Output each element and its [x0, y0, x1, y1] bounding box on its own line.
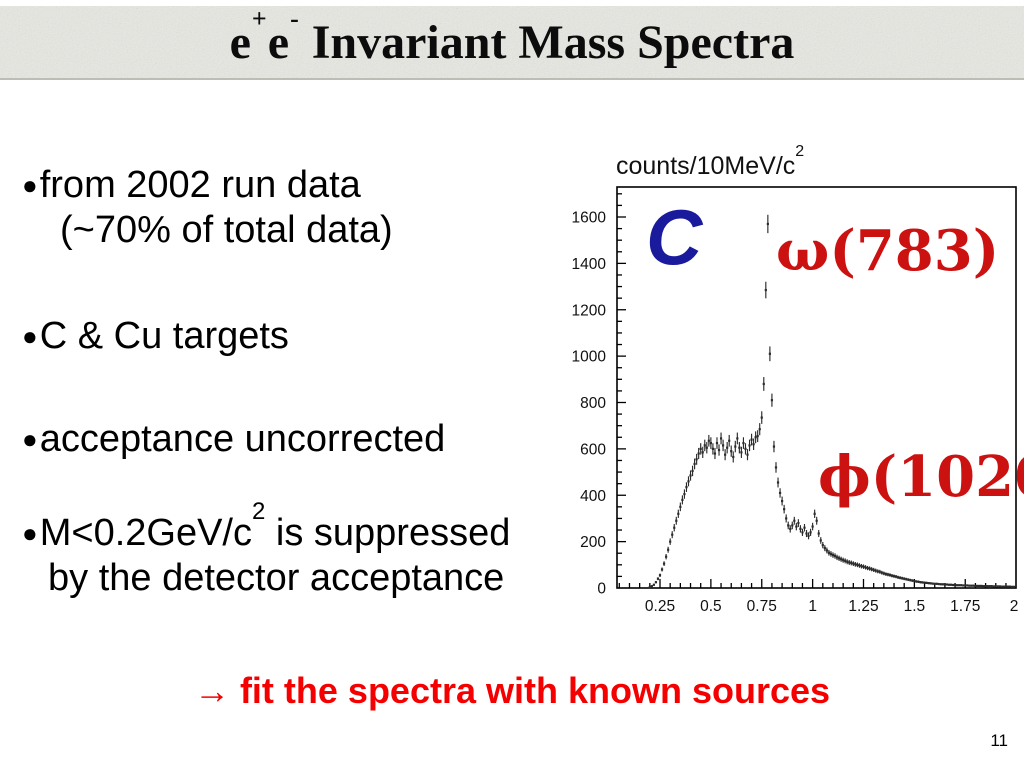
x-tick-label: 1.75 [950, 598, 980, 615]
annotation-phi-1020: ϕ(1020) [818, 444, 1024, 510]
y-tick-label: 0 [597, 581, 606, 598]
y-tick-label: 1200 [572, 302, 607, 319]
x-tick-label: 0.25 [645, 598, 675, 615]
y-tick-label: 400 [580, 488, 606, 505]
bullet-text-cont: by the detector acceptance [48, 557, 505, 599]
y-axis: 0 200 400 600 800 1000 1200 1400 1600 [572, 193, 626, 598]
x-axis: 0.25 0.5 0.75 1 1.25 1.5 1.75 2 [618, 579, 1019, 615]
bullet-text: from 2002 run data [39, 164, 361, 206]
annotation-target-c: C [646, 193, 703, 281]
bullet-text-cont: (~70% of total data) [60, 209, 393, 251]
title-bar-texture [0, 6, 1024, 78]
bullet-icon: ● [22, 518, 38, 548]
y-tick-label: 600 [580, 441, 606, 458]
bullet-icon: ● [22, 170, 38, 200]
bullet-text: M<0.2GeV/c2 is suppressed [39, 498, 511, 554]
title-text: e+e- Invariant Mass Spectra [229, 3, 795, 69]
x-tick-label: 1 [808, 598, 817, 615]
y-tick-label: 200 [580, 534, 606, 551]
y-tick-label: 800 [580, 395, 606, 412]
y-axis-title: counts/10MeV/c2 [616, 142, 805, 180]
y-tick-label: 1600 [572, 210, 607, 227]
x-tick-label: 0.75 [747, 598, 777, 615]
bullet-run-data: ●from 2002 run data (~70% of total data) [22, 163, 393, 253]
bullet-targets: ●C & Cu targets [22, 314, 289, 359]
page-title: e+e- Invariant Mass Spectra [0, 3, 1024, 78]
bullet-text: acceptance uncorrected [39, 418, 446, 460]
y-tick-label: 1000 [572, 349, 607, 366]
page-number: 11 [990, 731, 1008, 750]
x-tick-label: 1.5 [904, 598, 926, 615]
bullet-icon: ● [22, 424, 38, 454]
bullet-text: C & Cu targets [39, 315, 289, 357]
bullet-mass-cut: ●M<0.2GeV/c2 is suppressed by the detect… [22, 498, 511, 601]
bullet-acceptance: ●acceptance uncorrected [22, 417, 445, 462]
x-tick-label: 1.25 [848, 598, 878, 615]
annotation-omega-783: ω(783) [776, 218, 1000, 284]
conclusion-text: → fit the spectra with known sources [193, 670, 831, 711]
x-tick-label: 2 [1010, 598, 1019, 615]
bullet-icon: ● [22, 321, 38, 351]
title-bar: e+e- Invariant Mass Spectra [0, 3, 1024, 80]
y-tick-label: 1400 [572, 256, 607, 273]
x-tick-label: 0.5 [700, 598, 722, 615]
